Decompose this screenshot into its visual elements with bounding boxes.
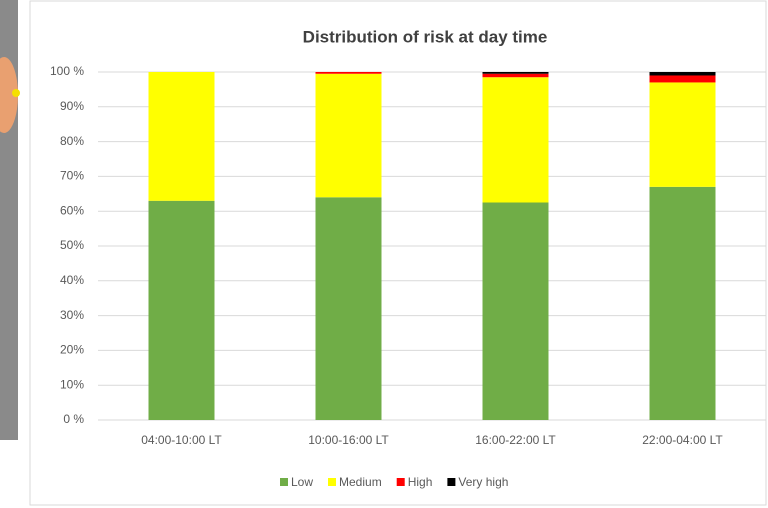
legend-swatch [280,478,288,486]
bar-segment [482,202,549,420]
y-tick-label: 90% [60,99,84,113]
y-tick-label: 80% [60,134,84,148]
x-tick-label: 10:00-16:00 LT [308,433,389,447]
y-tick-label: 20% [60,343,84,357]
bar-segment [649,75,716,83]
chart-title: Distribution of risk at day time [303,27,548,46]
bar-segment [482,72,549,74]
y-tick-label: 70% [60,169,84,183]
bar-segment [649,186,716,420]
bar-segment [148,72,215,201]
legend-label: Very high [458,475,508,489]
y-tick-label: 10% [60,377,84,391]
y-tick-label: 0 % [63,412,84,426]
side-image-dot [12,89,20,97]
legend-label: High [408,475,433,489]
y-tick-label: 30% [60,308,84,322]
bar-segment [649,82,716,187]
legend-label: Low [291,475,313,489]
y-tick-label: 100 % [50,64,84,78]
bar-segment [315,73,382,198]
bar-segment [482,73,549,78]
y-tick-label: 40% [60,273,84,287]
legend-swatch [396,478,405,486]
legend-swatch [447,478,456,486]
x-tick-label: 16:00-22:00 LT [475,433,556,447]
y-tick-label: 50% [60,238,84,252]
legend-label: Medium [339,475,382,489]
x-tick-label: 04:00-10:00 LT [141,433,222,447]
bar-segment [482,77,549,203]
bar-segment [148,200,215,420]
bar-segment [649,72,716,76]
bar-segment [315,197,382,420]
side-image-shape [0,57,18,133]
x-tick-label: 22:00-04:00 LT [642,433,723,447]
legend-swatch [328,478,337,486]
y-tick-label: 60% [60,203,84,217]
bar-segment [315,72,382,74]
